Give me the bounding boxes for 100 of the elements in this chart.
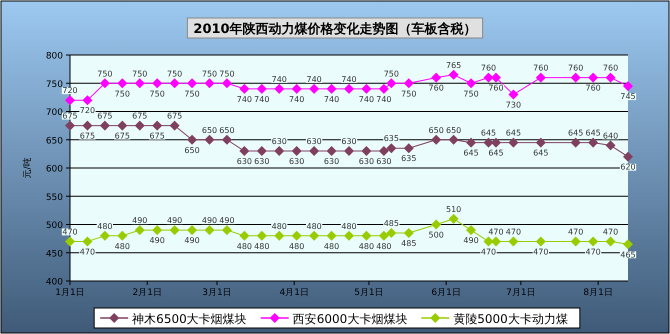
point [466,138,476,148]
data-label: 470 [80,247,96,256]
point [623,81,633,92]
data-label: 765 [446,60,462,70]
data-label: 470 [585,247,601,256]
data-label: 490 [150,236,165,246]
data-label: 760 [488,84,504,93]
data-label: 470 [480,247,496,256]
point [152,78,162,88]
point [484,236,494,246]
data-label: 480 [254,242,270,251]
data-label: 740 [289,94,304,104]
point [431,220,442,230]
data-label: 645 [533,148,548,158]
point [386,78,396,88]
point [326,84,337,94]
data-label: 720 [80,106,96,116]
point [570,236,581,246]
x-tick-label: 7月1日 [506,288,536,298]
point [508,236,518,246]
point [117,120,128,131]
data-label: 490 [132,216,148,226]
x-tick-label: 8月1日 [583,288,613,298]
data-label: 485 [401,238,416,248]
data-label: 675 [166,112,182,121]
x-tick-label: 4月1日 [279,288,309,298]
data-label: 675 [80,132,96,141]
data-label: 650 [428,126,444,135]
x-tick-label: 1月1日 [55,288,85,298]
data-label: 740 [341,74,357,84]
data-label: 630 [289,157,304,166]
point [404,143,414,154]
point [256,146,267,156]
point [466,225,476,236]
data-label: 760 [533,64,548,73]
point [508,90,518,100]
data-label: 490 [463,236,479,246]
data-label: 740 [376,94,392,104]
point [239,146,250,156]
data-label: 470 [488,227,504,236]
legend-label: 西安6000大卡烟煤块 [292,312,408,326]
data-label: 630 [376,157,392,166]
data-label: 645 [568,128,584,138]
data-label: 470 [602,227,618,236]
point [361,146,372,156]
point [204,78,214,88]
data-label: 480 [236,242,252,251]
point [490,236,501,246]
y-tick-label: 700 [46,108,64,118]
data-label: 760 [602,64,618,73]
legend-label: 黄陵5000大卡动力煤 [453,312,568,326]
data-label: 750 [184,89,200,98]
point [187,78,198,88]
data-label: 500 [428,230,444,240]
data-label: 480 [306,222,322,231]
data-label: 750 [97,69,113,78]
data-label: 740 [236,94,252,104]
data-label: 470 [533,247,548,256]
point [378,230,389,241]
point [239,230,250,241]
data-label: 470 [568,227,584,236]
point [404,78,414,88]
point [65,120,75,131]
point [606,140,616,150]
point [361,84,372,94]
point [170,120,180,131]
data-label: 740 [306,74,322,84]
y-tick-label: 550 [46,192,64,203]
data-label: 645 [480,128,496,138]
point [484,138,494,148]
data-label: 635 [384,134,399,144]
data-label: 480 [358,242,374,251]
data-label: 630 [324,157,340,166]
point [274,146,284,156]
data-label: 675 [97,112,113,121]
point [490,138,501,148]
y-axis-title: 元/吨 [22,157,33,179]
point [170,225,180,236]
point [448,134,459,145]
data-label: 640 [602,131,618,140]
point [484,72,494,83]
data-label: 480 [324,242,340,251]
data-label: 480 [97,222,113,231]
point [536,138,546,148]
point [204,225,214,236]
point [292,230,302,241]
point [187,225,198,236]
point [588,72,598,83]
x-tick-label: 2月1日 [132,288,162,298]
point [378,84,389,94]
data-label: 650 [202,126,218,135]
data-label: 740 [272,74,287,84]
data-label: 480 [289,242,304,251]
point [134,78,145,88]
y-tick-label: 500 [46,221,64,231]
point [508,138,518,148]
data-label: 740 [254,94,270,104]
point [570,72,581,83]
data-label: 480 [114,242,130,251]
data-label: 760 [428,84,444,93]
